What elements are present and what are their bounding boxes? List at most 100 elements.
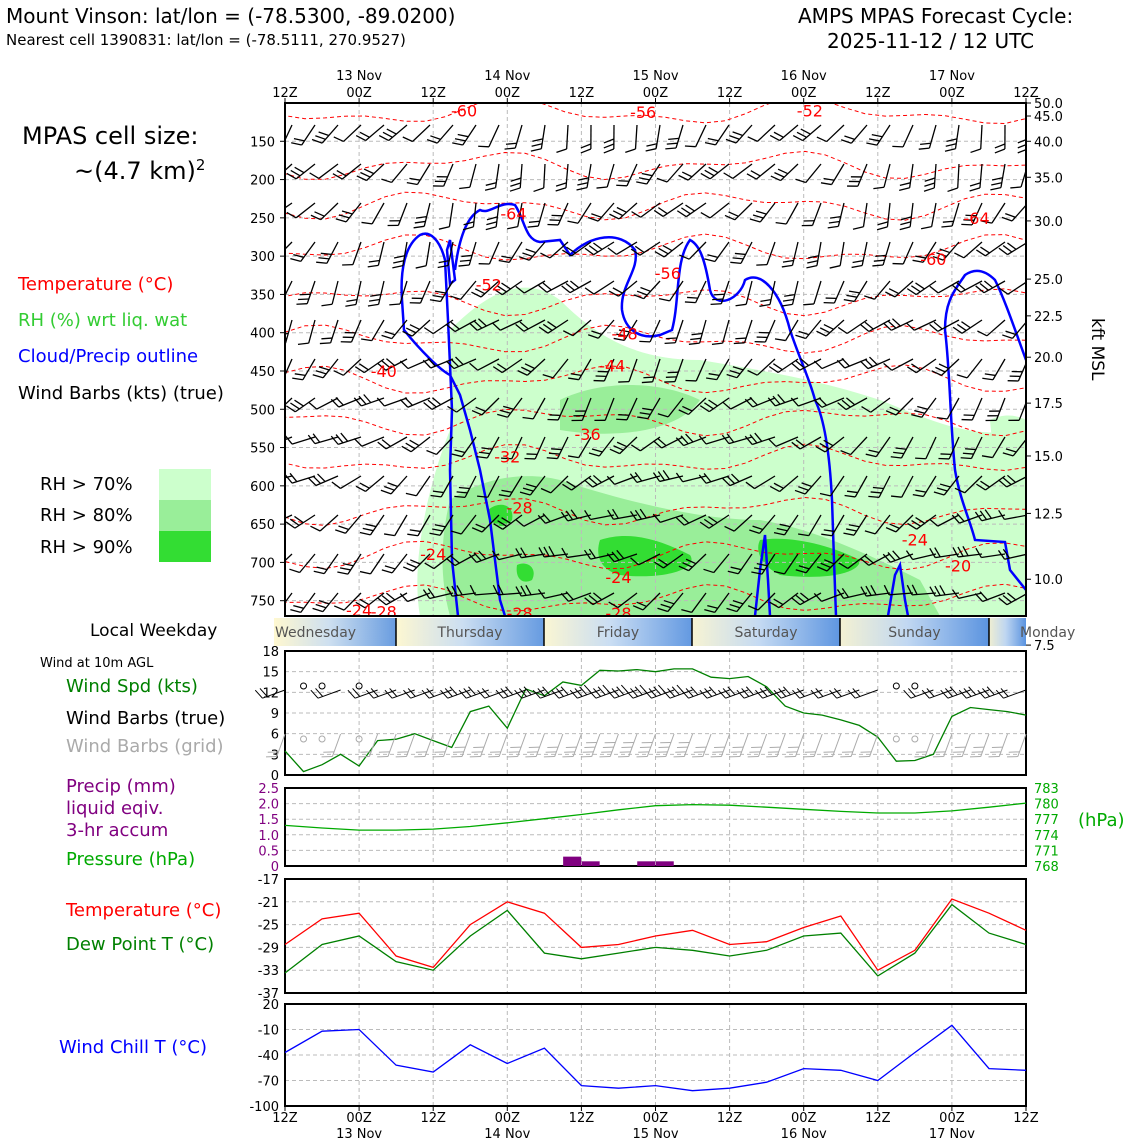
- barb-flag: [451, 453, 463, 458]
- barb-flag: [823, 302, 835, 304]
- barb-flag: [753, 567, 765, 571]
- barb-flag: [617, 756, 629, 758]
- height-tick-label: 15.0: [1034, 450, 1063, 465]
- barb-shaft: [331, 733, 342, 757]
- barb-flag: [746, 173, 757, 180]
- barb-flag: [977, 689, 986, 699]
- barb-shaft: [326, 241, 339, 264]
- barb-flag: [798, 486, 809, 491]
- barb-flag: [490, 751, 501, 753]
- barb-flag: [965, 214, 977, 217]
- barb-shaft: [569, 280, 592, 294]
- wind-barb: [561, 280, 592, 294]
- barb-flag: [924, 182, 935, 187]
- barb-shaft: [862, 202, 868, 227]
- wind-barb: [795, 163, 822, 184]
- wind-barb: [998, 241, 1026, 256]
- barb-flag: [335, 396, 344, 406]
- wind-barb: [312, 592, 339, 613]
- barb-flag: [616, 333, 628, 337]
- barb-flag: [641, 741, 653, 744]
- barb-flag: [868, 449, 880, 454]
- barb-flag: [680, 435, 689, 445]
- barb-shaft: [590, 514, 615, 521]
- barb-shaft: [565, 163, 569, 188]
- barb-shaft: [867, 358, 891, 370]
- wind-barb: [450, 514, 477, 535]
- barb-shaft: [779, 475, 799, 493]
- barb-flag: [675, 517, 685, 526]
- precip-label-3: 3-hr accum: [66, 820, 169, 841]
- barb-flag: [641, 381, 653, 384]
- barb-flag: [477, 689, 486, 699]
- temperature-contour-label: -56: [630, 103, 656, 122]
- barb-shaft: [557, 397, 569, 421]
- barb-flag: [636, 756, 648, 758]
- barb-shaft: [733, 514, 753, 532]
- barb-flag: [437, 264, 449, 269]
- barb-flag: [680, 689, 689, 699]
- barb-flag: [575, 410, 586, 412]
- barb-flag: [636, 601, 647, 608]
- pressure-tick-label: 250: [250, 212, 275, 227]
- wind-barb: [515, 319, 546, 332]
- wind-barb: [981, 436, 1006, 459]
- barb-flag: [542, 323, 553, 332]
- barb-flag: [795, 360, 805, 369]
- barb-shaft: [875, 436, 891, 458]
- wind-barb: [813, 358, 845, 370]
- top-time-label: 00Z: [939, 86, 965, 101]
- barb-flag: [335, 218, 347, 223]
- barb-shaft: [371, 319, 385, 341]
- barb-shaft: [902, 241, 914, 265]
- barb-flag: [361, 221, 373, 225]
- barb-flag: [799, 358, 810, 366]
- barb-flag: [936, 487, 948, 492]
- barb-flag: [454, 495, 466, 499]
- barb-shaft: [317, 689, 341, 699]
- wind-barb: [310, 514, 339, 532]
- wind-barb: [700, 202, 730, 219]
- barb-flag: [945, 143, 957, 147]
- barb-flag: [938, 457, 950, 460]
- top-day-label: 15 Nov: [632, 69, 678, 84]
- barb-flag: [352, 688, 361, 697]
- barb-flag: [848, 524, 860, 528]
- barb-shaft: [805, 553, 822, 574]
- barb-flag: [291, 142, 302, 146]
- pressure-tick-label: 400: [250, 327, 275, 342]
- barb-shaft: [477, 319, 500, 331]
- barb-shaft: [364, 592, 385, 609]
- barb-flag: [259, 688, 268, 697]
- wind-barb: [476, 436, 500, 459]
- barb-flag: [804, 751, 816, 753]
- wind-barb: [806, 241, 822, 269]
- barb-flag: [342, 263, 353, 266]
- wind-barb: [432, 163, 454, 187]
- barb-flag: [885, 527, 897, 533]
- barb-flag: [852, 226, 864, 230]
- surface-wind-barb: [310, 688, 341, 699]
- barb-flag: [744, 435, 753, 445]
- barb-flag: [741, 688, 750, 697]
- barb-flag: [338, 525, 349, 531]
- wind-barb: [596, 163, 615, 189]
- barb-flag: [836, 359, 846, 369]
- barb-flag: [704, 688, 713, 697]
- barb-flag: [945, 688, 953, 697]
- barb-shaft: [901, 475, 914, 498]
- surface-grid-barb: [377, 733, 397, 758]
- barb-flag: [359, 598, 370, 606]
- barb-flag: [492, 366, 503, 374]
- wind-barb: [423, 319, 454, 335]
- wind-barb: [767, 394, 799, 407]
- barb-flag: [995, 689, 1004, 699]
- barb-flag: [625, 148, 636, 153]
- barb-flag: [872, 486, 884, 490]
- cell-size-text: ~(4.7 km): [74, 157, 196, 185]
- barb-shaft: [963, 241, 983, 259]
- barb-flag: [409, 324, 420, 330]
- barb-flag: [997, 549, 1006, 560]
- barb-flag: [358, 395, 367, 405]
- wind-barb: [285, 163, 293, 181]
